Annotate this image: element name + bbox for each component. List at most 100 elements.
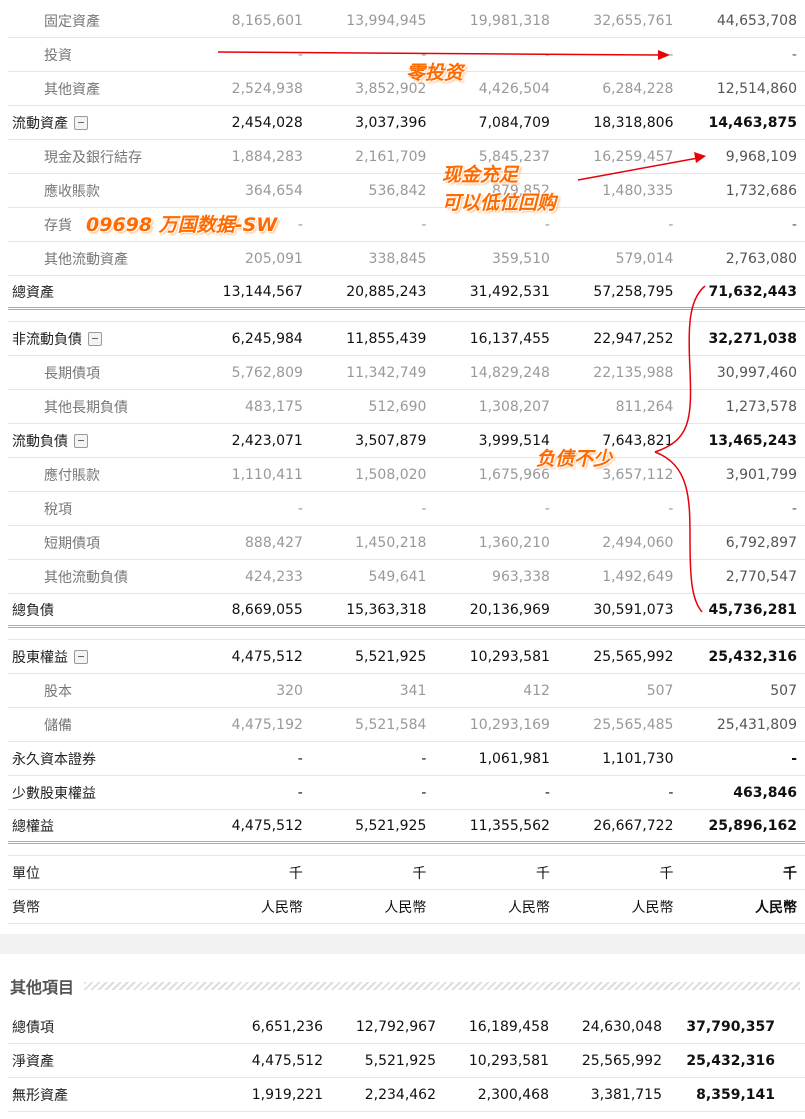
row-label-text: 流動資產 xyxy=(12,115,68,132)
cell: 483,175 xyxy=(245,398,303,415)
row-label: 貨幣 xyxy=(12,899,40,916)
cell: - xyxy=(544,784,550,801)
table-row: 稅項 - - - - - xyxy=(8,492,805,526)
cell: 1,061,981 xyxy=(478,750,550,767)
cell: 10,293,169 xyxy=(469,716,550,733)
cell: - xyxy=(791,46,797,63)
cell: 人民幣 xyxy=(384,899,427,916)
cell: 44,653,708 xyxy=(716,12,797,29)
cell: 507 xyxy=(770,682,797,699)
cell: 25,432,316 xyxy=(708,648,798,665)
cell: - xyxy=(791,500,797,517)
cell: 507 xyxy=(646,682,674,699)
cell: 千 xyxy=(535,865,550,882)
annotation-cash-line1: 现金充足 xyxy=(442,164,519,186)
cell: 5,521,925 xyxy=(364,1052,436,1069)
cell: 13,465,243 xyxy=(708,432,798,449)
table-row: 流動負債 2,423,071 3,507,879 3,999,514 7,643,821… xyxy=(8,424,805,458)
cell: 536,842 xyxy=(368,182,427,199)
cell: 15,363,318 xyxy=(346,601,427,618)
table-row: 其他流動負債 424,233 549,641 963,338 1,492,649 2,77… xyxy=(8,560,805,594)
balance-sheet-table: 固定資產 8,165,601 13,994,945 19,981,318 32,655,… xyxy=(8,4,805,924)
cell: 5,521,925 xyxy=(355,648,427,665)
row-label: 總資產 xyxy=(12,284,54,301)
annotation-cash-line2: 可以低位回购 xyxy=(442,192,557,214)
cell: 320 xyxy=(276,682,303,699)
cell: - xyxy=(791,216,797,233)
cell: 20,885,243 xyxy=(346,283,427,300)
cell: - xyxy=(421,750,427,767)
cell: 5,521,925 xyxy=(355,817,427,834)
table-row: 總權益 4,475,512 5,521,925 11,355,562 26,667,72… xyxy=(8,810,805,844)
cell: 1,919,221 xyxy=(251,1086,323,1103)
cell: 2,300,468 xyxy=(477,1086,549,1103)
section-title-hatch xyxy=(84,982,800,990)
cell: 1,884,283 xyxy=(231,148,303,165)
cell: 31,492,531 xyxy=(469,283,550,300)
table-row: 無形資產 1,919,221 2,234,462 2,300,468 3,381,715… xyxy=(8,1078,805,1112)
cell: 20,136,969 xyxy=(469,601,550,618)
row-label-text: 流動負債 xyxy=(12,433,68,450)
cell: 963,338 xyxy=(492,568,550,585)
collapse-toggle-icon[interactable] xyxy=(74,115,88,130)
cell: 888,427 xyxy=(245,534,303,551)
row-label: 總債項 xyxy=(12,1019,54,1036)
cell: 25,896,162 xyxy=(708,817,798,834)
table-row: 短期債項 888,427 1,450,218 1,360,210 2,494,060 6,… xyxy=(8,526,805,560)
cell: 30,997,460 xyxy=(716,364,797,381)
cell: 549,641 xyxy=(368,568,427,585)
row-label: 其他資產 xyxy=(44,81,100,98)
table-row: 貨幣 人民幣 人民幣 人民幣 人民幣 人民幣 xyxy=(8,890,805,924)
cell: 359,510 xyxy=(492,250,550,267)
row-label: 股東權益 xyxy=(8,647,187,667)
cell: 千 xyxy=(659,865,674,882)
cell: 6,245,984 xyxy=(231,330,303,347)
cell: 2,454,028 xyxy=(231,114,303,131)
cell: 9,968,109 xyxy=(725,148,797,165)
row-label: 投資 xyxy=(44,47,72,64)
cell: 13,144,567 xyxy=(222,283,303,300)
table-row: 應收賬款 364,654 536,842 879,852 1,480,335 1,732,… xyxy=(8,174,805,208)
cell: 14,463,875 xyxy=(708,114,798,131)
row-label: 無形資產 xyxy=(12,1087,68,1104)
cell: 32,271,038 xyxy=(708,330,798,347)
cell: 24,630,048 xyxy=(581,1018,662,1035)
cell: 2,524,938 xyxy=(231,80,303,97)
cell: 205,091 xyxy=(245,250,303,267)
cell: 32,655,761 xyxy=(593,12,674,29)
cell: 1,450,218 xyxy=(355,534,427,551)
table-row: 總負債 8,669,055 15,363,318 20,136,969 30,591,0… xyxy=(8,594,805,628)
row-label-text: 非流動負債 xyxy=(12,331,82,348)
collapse-toggle-icon[interactable] xyxy=(74,649,88,664)
row-label: 流動負債 xyxy=(8,431,187,451)
row-label: 其他流動資產 xyxy=(44,251,128,268)
cell: 1,492,649 xyxy=(602,568,674,585)
table-row: 永久資本證券 - - 1,061,981 1,101,730 - xyxy=(8,742,805,776)
cell: 338,845 xyxy=(368,250,427,267)
cell: 12,514,860 xyxy=(716,80,797,97)
cell: 22,947,252 xyxy=(593,330,674,347)
cell: 11,855,439 xyxy=(346,330,427,347)
cell: 6,284,228 xyxy=(602,80,674,97)
cell: 25,565,992 xyxy=(593,648,674,665)
cell: 1,508,020 xyxy=(355,466,427,483)
cell: 6,792,897 xyxy=(725,534,797,551)
row-label: 永久資本證券 xyxy=(12,751,96,768)
row-label: 應收賬款 xyxy=(44,183,100,200)
cell: 6,651,236 xyxy=(251,1018,323,1035)
cell: 364,654 xyxy=(245,182,303,199)
cell: 人民幣 xyxy=(755,899,798,916)
cell: 3,381,715 xyxy=(590,1086,662,1103)
cell: - xyxy=(297,216,303,233)
cell: 2,161,709 xyxy=(355,148,427,165)
row-label: 股本 xyxy=(44,683,72,700)
cell: 71,632,443 xyxy=(708,283,798,300)
cell: 341 xyxy=(399,682,427,699)
cell: 人民幣 xyxy=(507,899,550,916)
cell: 7,084,709 xyxy=(478,114,550,131)
cell: 37,790,357 xyxy=(686,1018,775,1035)
cell: 5,521,584 xyxy=(355,716,427,733)
annotation-zero-investment: 零投资 xyxy=(406,62,464,84)
collapse-toggle-icon[interactable] xyxy=(74,433,88,448)
collapse-toggle-icon[interactable] xyxy=(88,331,102,346)
